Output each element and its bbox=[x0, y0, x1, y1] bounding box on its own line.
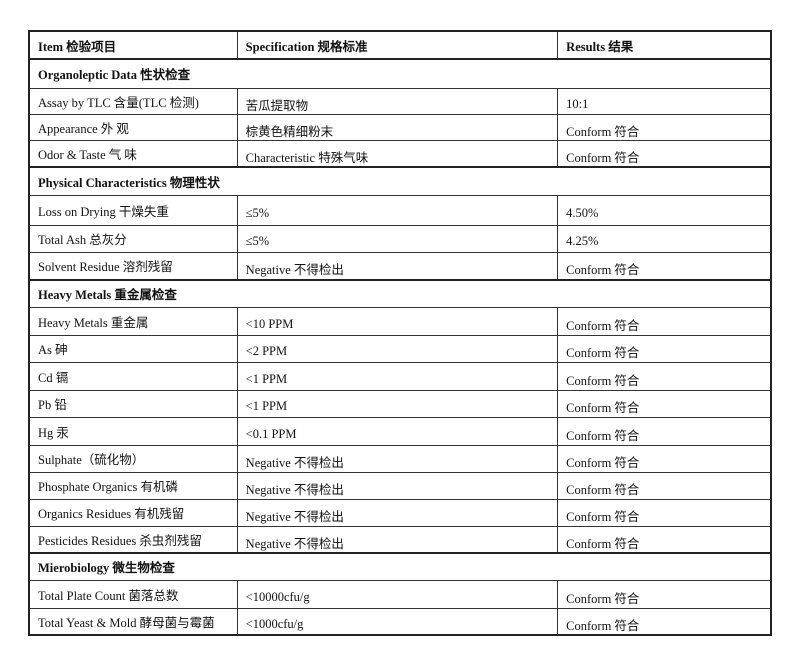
table-row: As 砷 <2 PPM Conform 符合 bbox=[28, 334, 772, 363]
section-row: Mierobiology 微生物检查 bbox=[28, 552, 772, 581]
header-results: Results 结果 bbox=[557, 30, 772, 60]
specification-cell: <1 PPM bbox=[236, 361, 559, 391]
result-cell: 4.25% bbox=[557, 224, 772, 253]
item-cell: Hg 汞 bbox=[28, 416, 238, 446]
specification-cell: <0.1 PPM bbox=[236, 416, 559, 446]
item-cell: Total Plate Count 菌落总数 bbox=[28, 579, 238, 609]
header-item: Item 检验项目 bbox=[28, 30, 238, 60]
result-cell: Conform 符合 bbox=[557, 389, 772, 418]
result-cell: Conform 符合 bbox=[557, 416, 772, 446]
item-cell: Organics Residues 有机残留 bbox=[28, 498, 238, 527]
result-cell: 4.50% bbox=[557, 194, 772, 226]
result-cell: Conform 符合 bbox=[557, 361, 772, 391]
specification-table: Item 检验项目 Specification 规格标准 Results 结果 … bbox=[28, 30, 772, 636]
table-row: Heavy Metals 重金属 <10 PPM Conform 符合 bbox=[28, 306, 772, 336]
section-title: Organoleptic Data 性状检查 bbox=[28, 58, 772, 89]
item-cell: Odor & Taste 气 味 bbox=[28, 139, 238, 168]
table-row: Pesticides Residues 杀虫剂残留 Negative 不得检出 Co… bbox=[28, 525, 772, 554]
table-row: Odor & Taste 气 味 Characteristic 特殊气味 Confo… bbox=[28, 139, 772, 168]
item-cell: Heavy Metals 重金属 bbox=[28, 306, 238, 336]
table-row: Loss on Drying 干燥失重 ≤5% 4.50% bbox=[28, 194, 772, 226]
section-title: Physical Characteristics 物理性状 bbox=[28, 166, 772, 196]
table-row: Total Plate Count 菌落总数 <10000cfu/g Conform… bbox=[28, 579, 772, 609]
header-specification: Specification 规格标准 bbox=[236, 30, 559, 60]
table-row: Organics Residues 有机残留 Negative 不得检出 Confo… bbox=[28, 498, 772, 527]
result-cell: Conform 符合 bbox=[557, 525, 772, 554]
specification-cell: <10000cfu/g bbox=[236, 579, 559, 609]
table-row: Hg 汞 <0.1 PPM Conform 符合 bbox=[28, 416, 772, 446]
item-cell: Sulphate（硫化物） bbox=[28, 444, 238, 473]
table-row: Sulphate（硫化物） Negative 不得检出 Conform 符合 bbox=[28, 444, 772, 473]
result-cell: Conform 符合 bbox=[557, 251, 772, 281]
item-cell: Total Yeast & Mold 酵母菌与霉菌 bbox=[28, 607, 238, 636]
result-cell: Conform 符合 bbox=[557, 444, 772, 473]
result-cell: Conform 符合 bbox=[557, 579, 772, 609]
specification-cell: 棕黄色精细粉末 bbox=[236, 113, 559, 141]
specification-cell: Negative 不得检出 bbox=[236, 444, 559, 473]
specification-cell: <1 PPM bbox=[236, 389, 559, 418]
item-cell: As 砷 bbox=[28, 334, 238, 363]
specification-cell: Negative 不得检出 bbox=[236, 525, 559, 554]
specification-cell: Negative 不得检出 bbox=[236, 498, 559, 527]
result-cell: Conform 符合 bbox=[557, 607, 772, 636]
item-cell: Solvent Residue 溶剂残留 bbox=[28, 251, 238, 281]
specification-cell: ≤5% bbox=[236, 194, 559, 226]
section-row: Heavy Metals 重金属检查 bbox=[28, 279, 772, 308]
specification-cell: Negative 不得检出 bbox=[236, 251, 559, 281]
table-row: Pb 铅 <1 PPM Conform 符合 bbox=[28, 389, 772, 418]
table-row: Phosphate Organics 有机磷 Negative 不得检出 Confo… bbox=[28, 471, 772, 500]
item-cell: Phosphate Organics 有机磷 bbox=[28, 471, 238, 500]
result-cell: Conform 符合 bbox=[557, 498, 772, 527]
result-cell: Conform 符合 bbox=[557, 306, 772, 336]
specification-cell: Characteristic 特殊气味 bbox=[236, 139, 559, 168]
item-cell: Appearance 外 观 bbox=[28, 113, 238, 141]
item-cell: Pb 铅 bbox=[28, 389, 238, 418]
table-row: Total Yeast & Mold 酵母菌与霉菌 <1000cfu/g Confo… bbox=[28, 607, 772, 636]
section-title: Heavy Metals 重金属检查 bbox=[28, 279, 772, 308]
table-row: Appearance 外 观棕黄色精细粉末 Conform 符合 bbox=[28, 113, 772, 141]
section-row: Organoleptic Data 性状检查 bbox=[28, 58, 772, 89]
result-cell: Conform 符合 bbox=[557, 139, 772, 168]
specification-cell: 苦瓜提取物 bbox=[236, 87, 559, 115]
result-cell: 10:1 bbox=[557, 87, 772, 115]
specification-cell: <1000cfu/g bbox=[236, 607, 559, 636]
specification-cell: ≤5% bbox=[236, 224, 559, 253]
item-cell: Loss on Drying 干燥失重 bbox=[28, 194, 238, 226]
result-cell: Conform 符合 bbox=[557, 113, 772, 141]
section-title: Mierobiology 微生物检查 bbox=[28, 552, 772, 581]
specification-cell: Negative 不得检出 bbox=[236, 471, 559, 500]
result-cell: Conform 符合 bbox=[557, 471, 772, 500]
header-row: Item 检验项目 Specification 规格标准 Results 结果 bbox=[28, 30, 772, 60]
item-cell: Total Ash 总灰分 bbox=[28, 224, 238, 253]
item-cell: Pesticides Residues 杀虫剂残留 bbox=[28, 525, 238, 554]
specification-cell: <10 PPM bbox=[236, 306, 559, 336]
table-row: Assay by TLC 含量(TLC 检测) 苦瓜提取物 10:1 bbox=[28, 87, 772, 115]
table-row: Cd 镉 <1 PPM Conform 符合 bbox=[28, 361, 772, 391]
table-row: Total Ash 总灰分 ≤5% 4.25% bbox=[28, 224, 772, 253]
specification-cell: <2 PPM bbox=[236, 334, 559, 363]
item-cell: Assay by TLC 含量(TLC 检测) bbox=[28, 87, 238, 115]
section-row: Physical Characteristics 物理性状 bbox=[28, 166, 772, 196]
item-cell: Cd 镉 bbox=[28, 361, 238, 391]
table-row: Solvent Residue 溶剂残留 Negative 不得检出 Conform… bbox=[28, 251, 772, 281]
result-cell: Conform 符合 bbox=[557, 334, 772, 363]
